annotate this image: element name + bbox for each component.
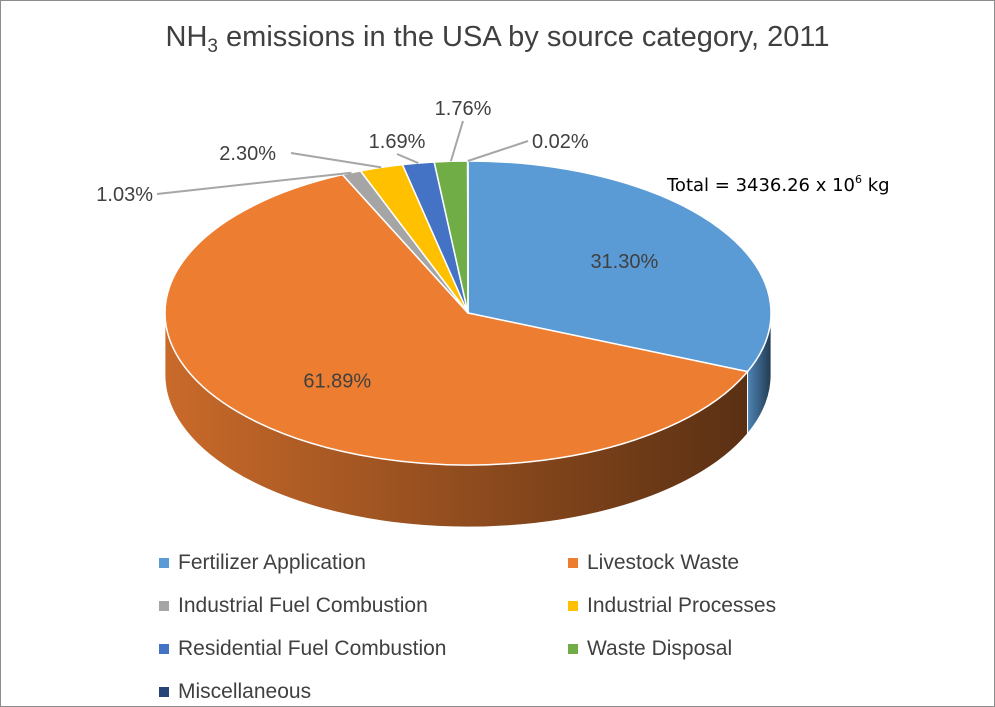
legend-label: Livestock Waste <box>587 550 740 574</box>
legend-swatch <box>159 557 169 568</box>
legend-label: Residential Fuel Combustion <box>178 636 447 660</box>
legend-item-livestock-waste: Livestock Waste <box>568 541 859 584</box>
legend-swatch <box>568 643 578 654</box>
leader-line-residential-fuel-combustion <box>396 153 419 164</box>
data-label-industrial-fuel-combustion: 1.03% <box>96 184 153 206</box>
legend-swatch <box>568 600 578 611</box>
legend-item-waste-disposal: Waste Disposal <box>568 627 859 670</box>
data-label-miscellaneous: 0.02% <box>532 131 589 153</box>
legend-item-miscellaneous: Miscellaneous <box>159 670 568 706</box>
legend-label: Industrial Fuel Combustion <box>178 593 428 617</box>
data-label-residential-fuel-combustion: 1.69% <box>369 131 426 153</box>
data-label-industrial-processes: 2.30% <box>219 143 276 165</box>
leader-line-industrial-fuel-combustion <box>156 171 352 195</box>
legend-swatch <box>159 600 169 611</box>
legend: Fertilizer Application Livestock Waste Ind… <box>159 541 859 706</box>
legend-label: Fertilizer Application <box>178 550 366 574</box>
pie-top <box>164 160 772 466</box>
pie-slice-livestock-waste <box>164 173 749 466</box>
total-text: Total = 3436.26 x 10 <box>667 175 855 196</box>
legend-label: Miscellaneous <box>178 679 312 703</box>
legend-item-industrial-fuel-combustion: Industrial Fuel Combustion <box>159 584 568 627</box>
leader-line-waste-disposal <box>449 120 464 162</box>
data-label-livestock-waste: 61.89% <box>303 371 371 393</box>
legend-item-residential-fuel-combustion: Residential Fuel Combustion <box>159 627 568 670</box>
pie-labels: 31.30% 61.89% 1.03% 2.30% 1.69% 1.76% 0.02% <box>96 98 658 393</box>
total-annotation: Total = 3436.26 x 106 kg <box>667 173 890 196</box>
title-prefix: NH <box>165 21 208 53</box>
legend-swatch <box>159 643 169 654</box>
leader-line-industrial-processes <box>290 152 382 169</box>
pie-leaders <box>156 120 529 195</box>
legend-label: Industrial Processes <box>587 593 777 617</box>
legend-swatch <box>568 557 578 568</box>
data-label-waste-disposal: 1.76% <box>435 98 492 120</box>
title-suffix: emissions in the USA by source category,… <box>218 21 830 53</box>
total-exponent: 6 <box>855 173 862 186</box>
title-subscript: 3 <box>207 36 218 57</box>
data-label-fertilizer-application: 31.30% <box>590 251 658 273</box>
pie-slice-fertilizer-application <box>467 160 772 373</box>
legend-label: Waste Disposal <box>587 636 733 660</box>
total-unit: kg <box>862 175 890 196</box>
legend-swatch <box>159 686 169 697</box>
chart-title: NH3 emissions in the USA by source categ… <box>1 21 994 58</box>
legend-item-fertilizer-application: Fertilizer Application <box>159 541 568 584</box>
leader-line-miscellaneous <box>467 140 529 162</box>
legend-item-industrial-processes: Industrial Processes <box>568 584 859 627</box>
